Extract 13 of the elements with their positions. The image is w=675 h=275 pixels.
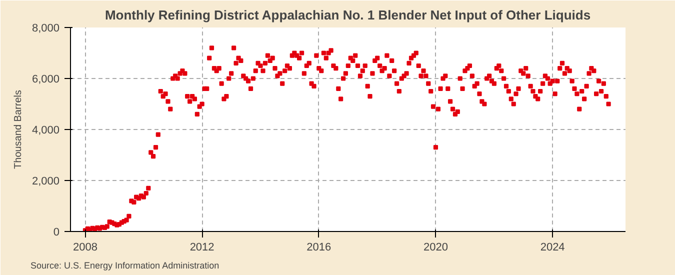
y-tick-label: 2,000 xyxy=(32,176,60,188)
y-tick-label: 0 xyxy=(53,226,60,238)
x-tick-label: 2016 xyxy=(306,242,332,254)
y-tick-label: 4,000 xyxy=(32,124,60,136)
y-tick-label: 8,000 xyxy=(32,22,60,34)
chart-title: Monthly Refining District Appalachian No. 1 Blender Net Input of Other Liquids xyxy=(104,8,591,22)
y-axis-title: Thousand Barrels xyxy=(12,90,24,169)
x-tick-label: 2024 xyxy=(540,242,565,254)
y-tick-label: 6,000 xyxy=(32,74,60,86)
x-tick-label: 2020 xyxy=(423,242,448,254)
source-note: Source: U.S. Energy Information Administration xyxy=(30,260,220,270)
x-tick-label: 2008 xyxy=(72,242,98,254)
x-tick-label: 2012 xyxy=(190,242,214,254)
